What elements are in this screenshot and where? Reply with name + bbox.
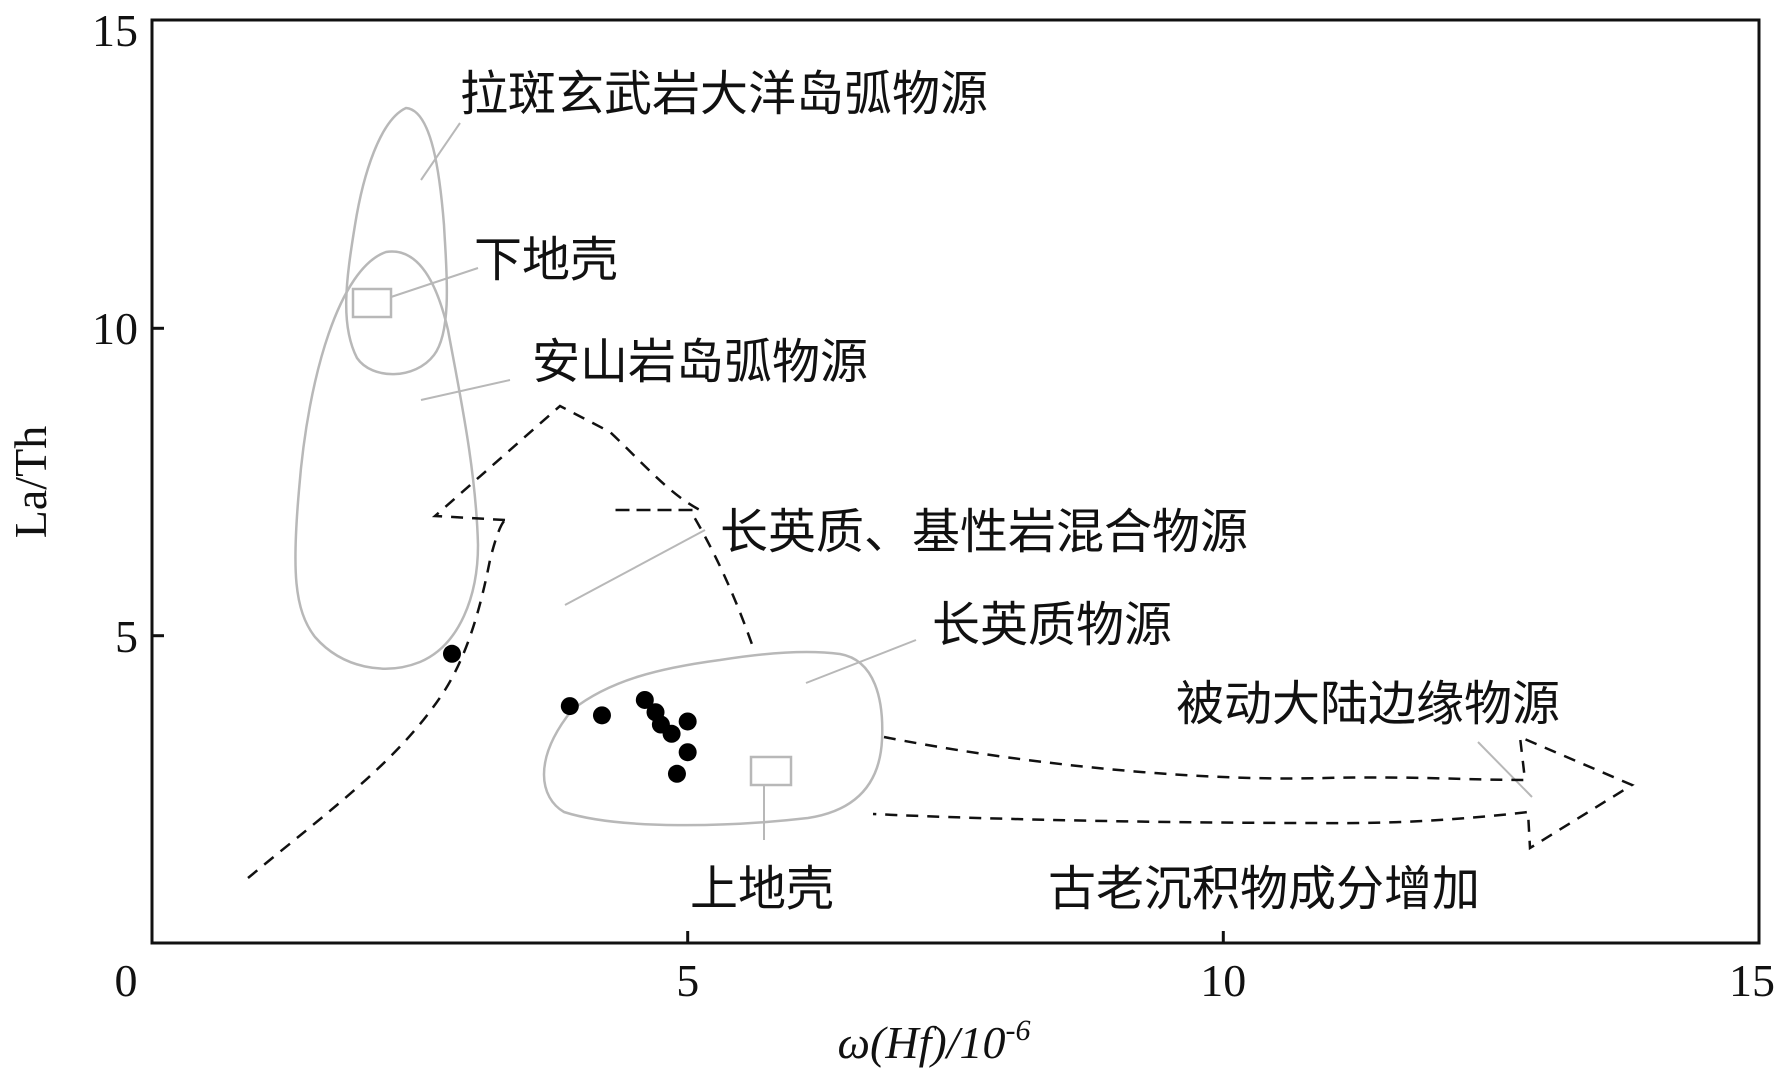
- leader-andesitic: [420, 379, 511, 401]
- dashed-passive-margin-arrow: [872, 735, 1635, 851]
- dashed-mixed-arrow: [247, 404, 756, 879]
- x-axis-title-sup: -6: [1005, 1014, 1030, 1047]
- y-tick-label-10: 10: [92, 303, 138, 354]
- y-tick-label-15: 15: [92, 5, 138, 56]
- x-axis-title-main: ω(Hf)/10: [838, 1017, 1006, 1068]
- x-axis-title: ω(Hf)/10-6: [838, 1014, 1031, 1068]
- lower-crust-box: [351, 287, 393, 319]
- leader-mixed: [564, 529, 706, 606]
- plot-frame: [150, 18, 1761, 945]
- y-tick-label-5: 5: [115, 611, 138, 662]
- data-point-7: [662, 724, 681, 743]
- label-andesitic-island-arc: 安山岩岛弧物源: [532, 334, 868, 390]
- data-point-8: [678, 712, 697, 731]
- x-tick-label-0: 0: [115, 955, 138, 1006]
- data-point-1: [442, 644, 461, 663]
- upper-crust-box: [749, 755, 793, 787]
- leader-passive-margin: [1477, 741, 1533, 798]
- label-mixed-felsic-basic: 长英质、基性岩混合物源: [720, 504, 1248, 560]
- leader-tholeiitic: [420, 122, 461, 181]
- data-point-4: [635, 690, 654, 709]
- x-tick-label-15: 15: [1729, 955, 1775, 1006]
- x-tick-label-5: 5: [676, 955, 699, 1006]
- field-andesitic-island-arc: [294, 250, 480, 670]
- data-points: [442, 644, 697, 783]
- data-point-9: [678, 743, 697, 762]
- field-tholeiitic-ocean-island-arc: [345, 106, 449, 376]
- leader-felsic: [805, 639, 917, 684]
- x-tick-label-10: 10: [1200, 955, 1246, 1006]
- data-point-3: [592, 706, 611, 725]
- field-felsic-source: [542, 650, 884, 827]
- label-upper-crust: 上地壳: [690, 861, 834, 917]
- label-tholeiitic-ocean-island-arc: 拉斑玄武岩大洋岛弧物源: [460, 66, 988, 122]
- leader-lower-crust: [390, 267, 479, 298]
- label-old-sediment-increase: 古老沉积物成分增加: [1048, 861, 1480, 917]
- data-point-10: [667, 764, 686, 783]
- label-passive-margin: 被动大陆边缘物源: [1176, 676, 1560, 732]
- data-point-2: [560, 697, 579, 716]
- label-lower-crust: 下地壳: [474, 232, 618, 288]
- label-felsic-source: 长英质物源: [932, 597, 1172, 653]
- y-axis-title: La/Th: [5, 426, 56, 538]
